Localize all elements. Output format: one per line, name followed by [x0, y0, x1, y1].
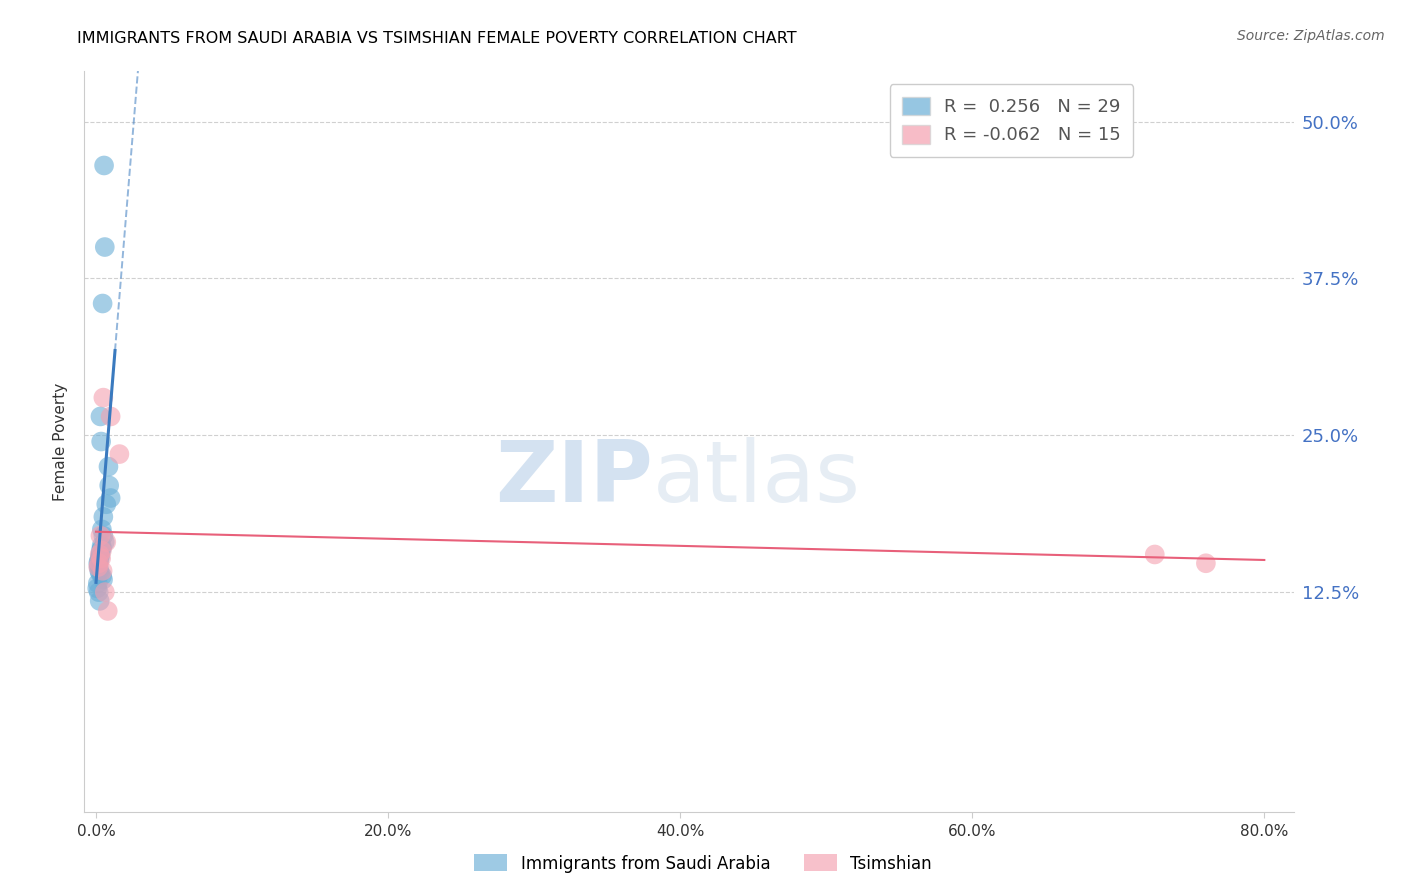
- Point: [90, 539, 112, 553]
- Point: [1195, 556, 1218, 570]
- Point: [93, 159, 115, 173]
- Point: [1143, 548, 1166, 562]
- Point: [90, 541, 112, 556]
- Point: [93, 509, 115, 524]
- Point: [90, 434, 112, 449]
- Point: [91, 296, 114, 310]
- Point: [96, 535, 118, 549]
- Point: [93, 391, 115, 405]
- Point: [93, 529, 115, 543]
- Point: [96, 497, 118, 511]
- Point: [98, 478, 121, 492]
- Point: [90, 522, 112, 536]
- Point: [87, 576, 110, 591]
- Point: [89, 548, 111, 562]
- Point: [91, 573, 114, 587]
- Text: ZIP: ZIP: [495, 437, 652, 520]
- Point: [87, 554, 110, 568]
- Point: [97, 459, 120, 474]
- Point: [97, 604, 120, 618]
- Text: Source: ZipAtlas.com: Source: ZipAtlas.com: [1237, 29, 1385, 43]
- Point: [100, 409, 122, 424]
- Point: [89, 566, 111, 581]
- Point: [94, 535, 117, 549]
- Text: IMMIGRANTS FROM SAUDI ARABIA VS TSIMSHIAN FEMALE POVERTY CORRELATION CHART: IMMIGRANTS FROM SAUDI ARABIA VS TSIMSHIA…: [77, 31, 797, 46]
- Point: [87, 556, 110, 570]
- Point: [89, 409, 111, 424]
- Point: [89, 548, 111, 562]
- Point: [94, 585, 117, 599]
- Point: [91, 569, 114, 583]
- Point: [90, 551, 112, 566]
- Y-axis label: Female Poverty: Female Poverty: [53, 383, 69, 500]
- Legend: Immigrants from Saudi Arabia, Tsimshian: Immigrants from Saudi Arabia, Tsimshian: [467, 847, 939, 880]
- Point: [89, 551, 111, 566]
- Point: [87, 585, 110, 599]
- Point: [89, 529, 111, 543]
- Point: [91, 564, 114, 578]
- Point: [108, 447, 131, 461]
- Point: [89, 564, 111, 578]
- Legend: R =  0.256   N = 29, R = -0.062   N = 15: R = 0.256 N = 29, R = -0.062 N = 15: [890, 84, 1133, 157]
- Point: [90, 543, 112, 558]
- Point: [87, 560, 110, 574]
- Point: [86, 582, 108, 596]
- Point: [87, 560, 110, 574]
- Point: [100, 491, 122, 505]
- Text: atlas: atlas: [652, 437, 860, 520]
- Point: [94, 240, 117, 254]
- Point: [90, 543, 112, 558]
- Point: [87, 556, 110, 570]
- Point: [89, 594, 111, 608]
